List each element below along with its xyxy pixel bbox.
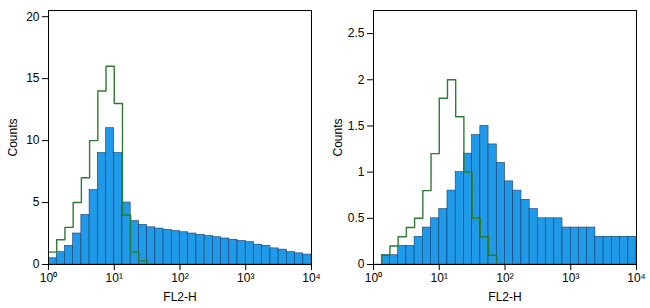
svg-text:5: 5 <box>33 195 40 209</box>
svg-text:15: 15 <box>26 71 40 85</box>
svg-text:FL2-H: FL2-H <box>163 290 196 304</box>
svg-text:10³: 10³ <box>237 271 254 285</box>
svg-text:0: 0 <box>33 257 40 271</box>
svg-text:2: 2 <box>358 73 365 87</box>
svg-text:Counts: Counts <box>6 118 20 156</box>
svg-text:20: 20 <box>26 10 40 24</box>
svg-text:10³: 10³ <box>562 271 579 285</box>
svg-text:1.5: 1.5 <box>348 119 365 133</box>
svg-text:FL2-H: FL2-H <box>488 290 521 304</box>
svg-text:0.5: 0.5 <box>348 211 365 225</box>
svg-text:10⁰: 10⁰ <box>40 271 57 285</box>
svg-text:10²: 10² <box>171 271 188 285</box>
svg-text:10⁴: 10⁴ <box>627 271 646 285</box>
svg-text:0: 0 <box>358 257 365 271</box>
svg-text:1: 1 <box>358 165 365 179</box>
svg-text:10¹: 10¹ <box>431 271 448 285</box>
svg-text:Counts: Counts <box>331 118 345 156</box>
svg-text:10⁰: 10⁰ <box>365 271 382 285</box>
svg-text:2.5: 2.5 <box>348 26 365 40</box>
svg-text:10⁴: 10⁴ <box>302 271 321 285</box>
svg-text:10¹: 10¹ <box>106 271 123 285</box>
svg-text:10: 10 <box>26 133 40 147</box>
svg-text:10²: 10² <box>496 271 513 285</box>
